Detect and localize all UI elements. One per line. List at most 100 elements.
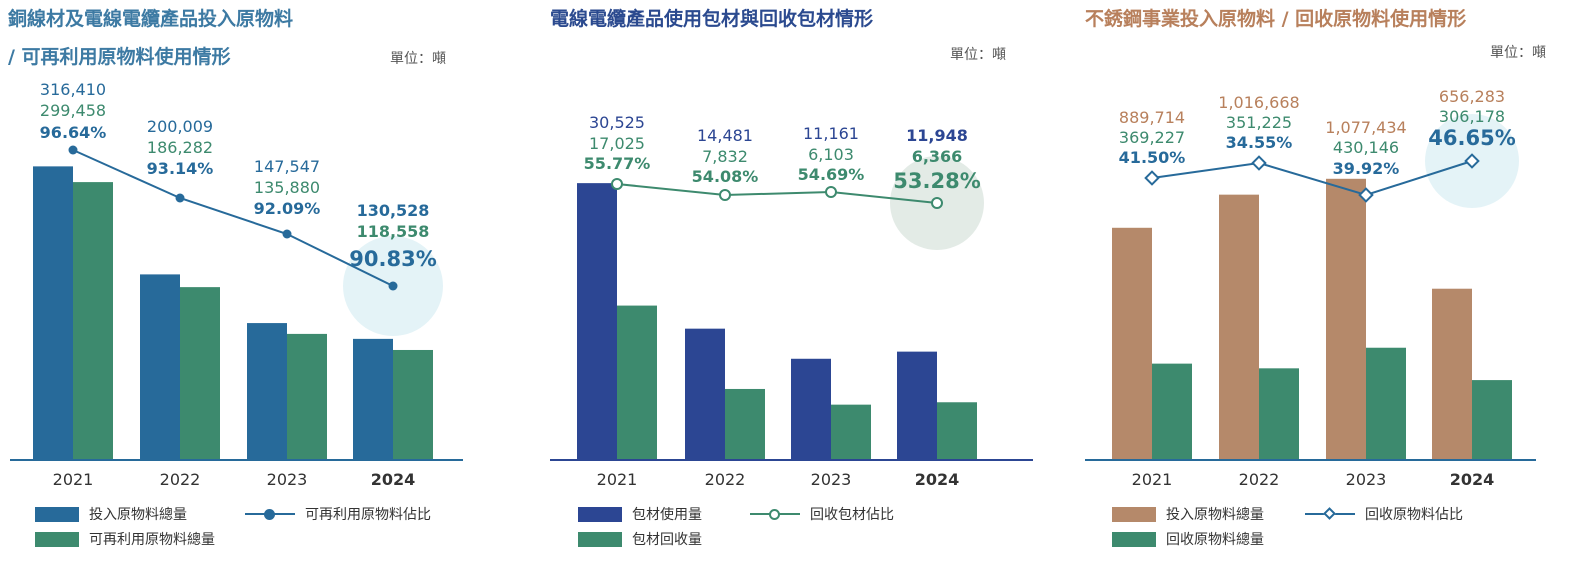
data-label-series-1: 1,016,668: [1218, 93, 1299, 112]
legend-label: 投入原物料總量: [89, 507, 187, 523]
series-line: [616, 183, 938, 204]
legend: 包材使用量 回收包材佔比 包材回收量: [530, 500, 1060, 560]
data-label-series-2: 6,366: [912, 147, 963, 166]
bar-series-1: [247, 323, 287, 460]
data-label-percent: 90.83%: [349, 247, 436, 271]
data-label-percent: 54.08%: [692, 167, 759, 186]
legend-item-bar2: 包材回收量: [578, 529, 702, 549]
bar-series-2: [180, 287, 220, 460]
data-label-series-2: 7,832: [702, 147, 748, 166]
line-point: [1358, 187, 1374, 203]
legend-item-line: 回收包材佔比: [750, 504, 894, 524]
data-label-series-1: 200,009: [147, 117, 213, 136]
data-label-percent: 54.69%: [798, 165, 865, 184]
legend-swatch: [35, 506, 79, 522]
data-label-series-2: 299,458: [40, 101, 106, 120]
data-label-series-1: 30,525: [589, 113, 645, 132]
bar-series-2: [287, 333, 327, 460]
data-label-series-2: 118,558: [357, 222, 430, 241]
bar-series-1: [140, 274, 180, 460]
x-tick-label: 2024: [371, 470, 416, 489]
bar-series-2: [73, 182, 113, 461]
x-tick-label: 2024: [915, 470, 960, 489]
bar-series-2: [1152, 363, 1192, 460]
legend-swatch: [578, 506, 622, 522]
line-point: [931, 197, 943, 209]
series-line: [72, 149, 394, 287]
line-point: [611, 178, 623, 190]
line-point: [175, 193, 185, 203]
data-label-series-1: 656,283: [1439, 87, 1505, 106]
bar-series-1: [33, 166, 73, 460]
legend-label: 包材使用量: [632, 507, 702, 523]
data-label-percent: 92.09%: [254, 199, 321, 218]
data-label-series-1: 11,161: [803, 124, 859, 143]
bar-series-2: [393, 349, 433, 460]
data-label-series-2: 351,225: [1226, 113, 1292, 132]
legend-label: 回收包材佔比: [810, 507, 894, 523]
bar-series-2: [831, 404, 871, 460]
line-point: [719, 189, 731, 201]
legend-line-symbol: [1305, 506, 1355, 522]
x-tick-label: 2022: [160, 470, 201, 489]
data-label-series-1: 889,714: [1119, 108, 1185, 127]
legend: 投入原物料總量 可再利用原物料佔比 可再利用原物料總量: [0, 500, 530, 560]
x-tick-label: 2021: [53, 470, 94, 489]
bar-series-2: [937, 402, 977, 460]
data-label-series-2: 135,880: [254, 178, 320, 197]
series-line: [1151, 160, 1473, 197]
legend-label: 可再利用原物料佔比: [305, 507, 431, 523]
line-point: [1251, 155, 1267, 171]
bar-series-1: [685, 328, 725, 460]
data-label-percent: 39.92%: [1333, 159, 1400, 178]
x-tick-label: 2022: [705, 470, 746, 489]
chart-title-line-1: 電線電纜產品使用包材與回收包材情形: [550, 8, 874, 30]
legend-item-bar1: 投入原物料總量: [35, 504, 187, 524]
panel-stainless: 不銹鋼事業投入原物料 / 回收原物料使用情形 單位：噸 2021 2022 2023…: [1060, 0, 1580, 564]
line-point: [68, 145, 78, 155]
legend-label: 可再利用原物料總量: [89, 532, 215, 548]
data-label-percent: 41.50%: [1119, 148, 1186, 167]
data-label-percent: 96.64%: [40, 123, 107, 142]
legend-swatch: [1112, 531, 1156, 547]
line-point: [1464, 153, 1480, 169]
panel-packaging: 電線電纜產品使用包材與回收包材情形 單位：噸 2021 2022 2023 2024 3…: [530, 0, 1060, 564]
data-label-series-1: 147,547: [254, 157, 320, 176]
x-tick-label: 2023: [811, 470, 852, 489]
data-label-series-2: 430,146: [1333, 138, 1399, 157]
line-point: [1144, 170, 1160, 186]
bar-series-2: [725, 388, 765, 460]
bar-series-1: [1112, 227, 1152, 460]
data-label-percent: 55.77%: [584, 154, 651, 173]
data-label-series-1: 14,481: [697, 126, 753, 145]
legend-line-symbol: [245, 507, 295, 522]
chart-title-line-2: / 可再利用原物料使用情形: [8, 46, 231, 68]
legend-item-bar1: 投入原物料總量: [1112, 504, 1264, 524]
data-label-series-1: 1,077,434: [1325, 118, 1406, 137]
data-label-series-1: 316,410: [40, 80, 106, 99]
legend-swatch: [578, 531, 622, 547]
bar-series-2: [1366, 347, 1406, 460]
x-tick-label: 2024: [1450, 470, 1495, 489]
panel-copper: 銅線材及電線電纜產品投入原物料 / 可再利用原物料使用情形 單位：噸 2021 2…: [0, 0, 530, 564]
legend-label: 回收原物料總量: [1166, 532, 1264, 548]
data-label-percent: 53.28%: [893, 169, 980, 193]
chart-title-line-1: 銅線材及電線電纜產品投入原物料: [8, 8, 294, 30]
legend-label: 回收原物料佔比: [1365, 507, 1463, 523]
data-label-percent: 93.14%: [147, 159, 214, 178]
data-label-percent: 46.65%: [1428, 126, 1515, 150]
bar-series-2: [617, 305, 657, 460]
x-tick-label: 2021: [1132, 470, 1173, 489]
line-point: [825, 186, 837, 198]
bar-series-1: [1326, 178, 1366, 460]
chart-title-line-1: 不銹鋼事業投入原物料 / 回收原物料使用情形: [1085, 8, 1467, 30]
legend-item-bar1: 包材使用量: [578, 504, 702, 524]
bar-series-1: [1219, 194, 1259, 460]
chart-copper: 2021 2022 2023 2024 316,410 299,458 96.64% 200,…: [10, 80, 463, 489]
bar-series-1: [353, 338, 393, 460]
bar-series-2: [1259, 368, 1299, 460]
unit-label: 單位：噸: [390, 51, 446, 67]
bar-series-1: [577, 183, 617, 460]
